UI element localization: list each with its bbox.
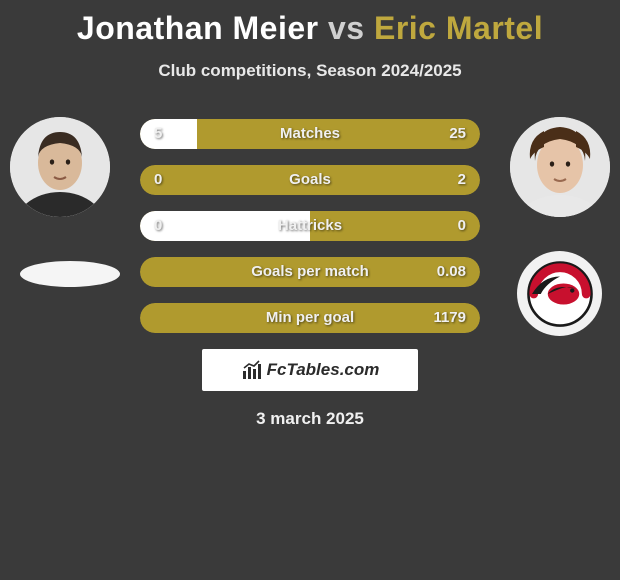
stat-label: Hattricks [140,211,480,241]
title-player2: Eric Martel [374,10,543,46]
stat-row: Hattricks0 0 [140,211,480,241]
brand-box: FcTables.com [202,349,418,391]
stat-label: Matches [140,119,480,149]
player2-avatar [510,117,610,217]
stat-value-p2: 25 [449,119,466,149]
stat-row: Matches5 25 [140,119,480,149]
stat-value-p2: 2 [458,165,466,195]
subtitle: Club competitions, Season 2024/2025 [0,61,620,81]
page-title: Jonathan Meier vs Eric Martel [0,0,620,47]
stat-value-p1: 0 [154,165,162,195]
main-stage: Matches525Goals02Hattricks00Goals per ma… [0,111,620,333]
stat-row: Min per goal1179 [140,303,480,333]
player2-club-badge [517,251,602,336]
stat-label: Goals [140,165,480,195]
title-vs: vs [328,10,365,46]
stat-value-p1: 5 [154,119,162,149]
stat-value-p2: 0 [458,211,466,241]
stat-label: Min per goal [140,303,480,333]
stat-label: Goals per match [140,257,480,287]
stat-row: Goals per match0.08 [140,257,480,287]
player1-club-badge [20,261,120,287]
stats-bars: Matches525Goals02Hattricks00Goals per ma… [140,111,480,333]
brand-chart-icon [241,359,263,381]
brand-text: FcTables.com [267,360,380,380]
title-player1: Jonathan Meier [77,10,319,46]
stat-value-p1: 0 [154,211,162,241]
stat-row: Goals0 2 [140,165,480,195]
stat-value-p2: 0.08 [437,257,466,287]
stat-value-p2: 1179 [433,303,466,333]
player1-avatar [10,117,110,217]
date-text: 3 march 2025 [0,409,620,429]
